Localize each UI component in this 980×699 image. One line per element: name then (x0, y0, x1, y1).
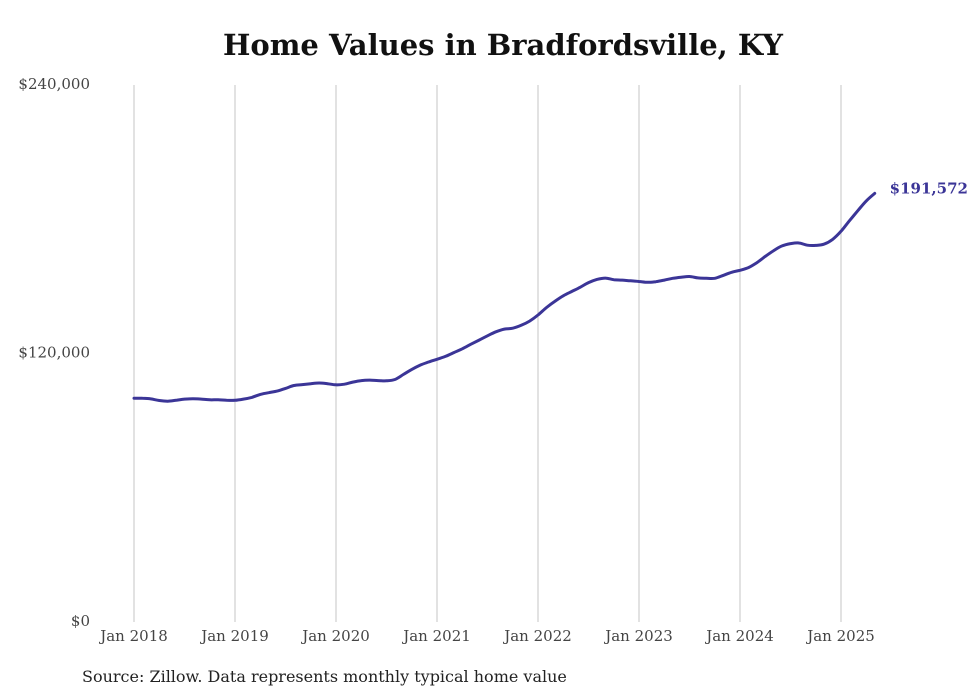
x-tick-label: Jan 2025 (805, 627, 875, 645)
series-line (132, 191, 877, 403)
y-tick-label: $240,000 (18, 75, 90, 93)
y-axis-ticks: $0 $120,000 $240,000 (18, 75, 90, 630)
x-tick-label: Jan 2019 (199, 627, 269, 645)
gridlines (133, 85, 842, 622)
end-value-label: $191,572 (890, 179, 968, 197)
y-tick-label: $120,000 (18, 344, 90, 362)
x-axis-ticks: Jan 2018 Jan 2019 Jan 2020 Jan 2021 Jan 2022… (98, 627, 875, 645)
chart-title: Home Values in Bradfordsville, KY (222, 28, 783, 62)
x-tick-label: Jan 2024 (704, 627, 774, 645)
x-tick-label: Jan 2021 (401, 627, 471, 645)
y-tick-label: $0 (71, 612, 90, 630)
x-tick-label: Jan 2018 (98, 627, 168, 645)
source-note: Source: Zillow. Data represents monthly … (82, 667, 567, 686)
x-tick-label: Jan 2020 (300, 627, 370, 645)
series-layer: $191,572 (132, 179, 968, 403)
x-tick-label: Jan 2023 (603, 627, 673, 645)
x-tick-label: Jan 2022 (502, 627, 572, 645)
